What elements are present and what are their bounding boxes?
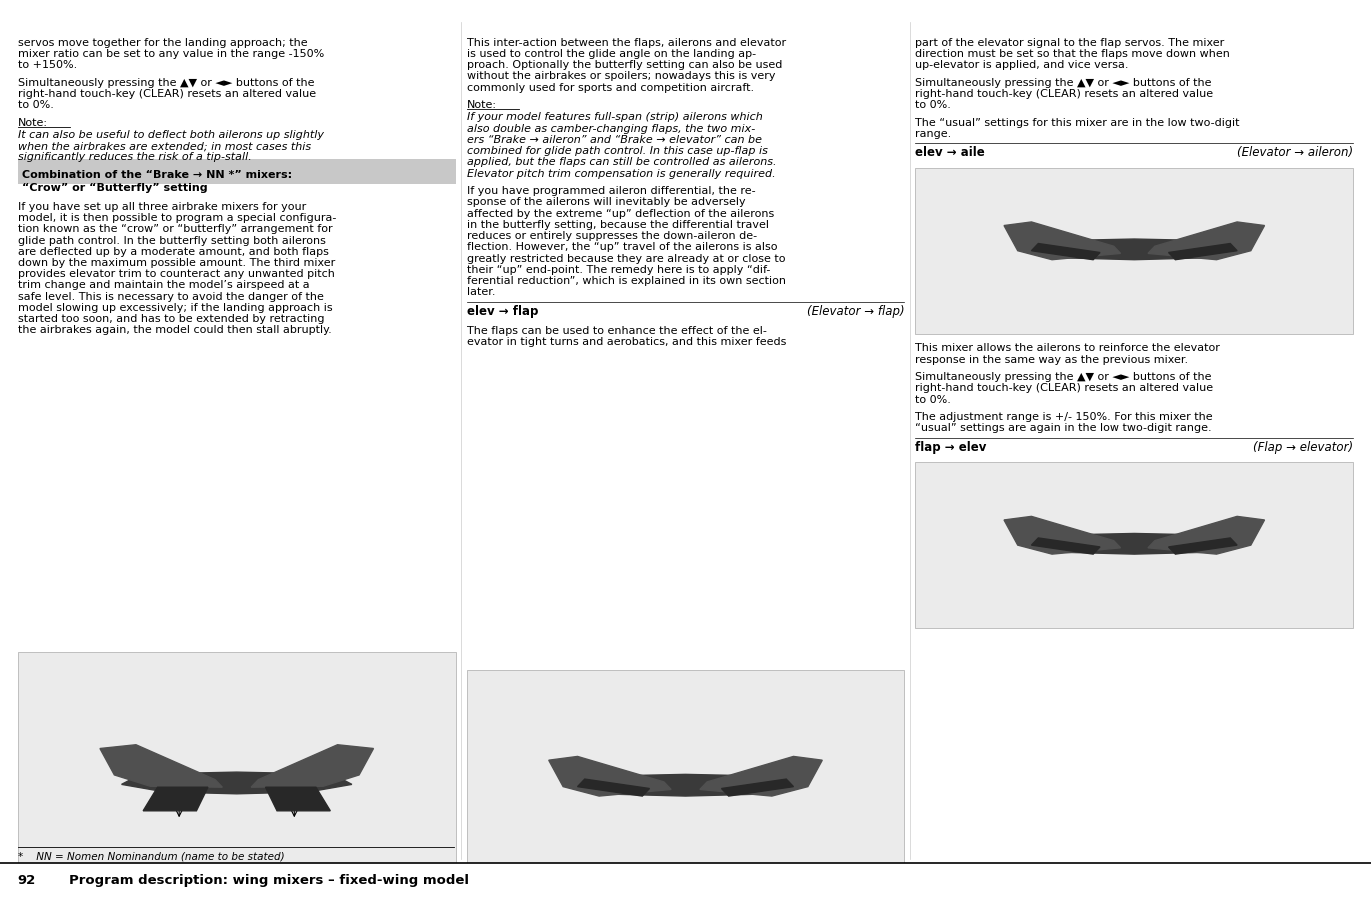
Text: If your model features full-span (strip) ailerons which: If your model features full-span (strip)… [466,112,762,122]
Polygon shape [1168,244,1237,260]
Polygon shape [100,744,222,788]
Polygon shape [1024,239,1243,260]
Text: Simultaneously pressing the ▲▼ or ◄► buttons of the: Simultaneously pressing the ▲▼ or ◄► but… [18,77,314,87]
Text: This mixer allows the ailerons to reinforce the elevator: This mixer allows the ailerons to reinfo… [916,343,1220,353]
Bar [916,462,1353,628]
Text: This inter-action between the flaps, ailerons and elevator: This inter-action between the flaps, ail… [466,38,786,48]
Text: range.: range. [916,129,951,138]
Text: in the butterfly setting, because the differential travel: in the butterfly setting, because the di… [466,219,769,230]
Text: ferential reduction”, which is explained in its own section: ferential reduction”, which is explained… [466,276,786,286]
Text: to 0%.: to 0%. [18,100,53,110]
Text: The flaps can be used to enhance the effect of the el-: The flaps can be used to enhance the eff… [466,326,766,336]
Text: to 0%.: to 0%. [916,395,951,405]
Text: Simultaneously pressing the ▲▼ or ◄► buttons of the: Simultaneously pressing the ▲▼ or ◄► but… [916,77,1212,87]
Text: combined for glide path control. In this case up-flap is: combined for glide path control. In this… [466,147,768,156]
Bar [18,652,455,899]
Text: (Flap → elevator): (Flap → elevator) [1253,441,1353,454]
Text: sponse of the ailerons will inevitably be adversely: sponse of the ailerons will inevitably b… [466,197,746,208]
Text: significantly reduces the risk of a tip-stall.: significantly reduces the risk of a tip-… [18,152,251,163]
Bar [916,167,1353,334]
Text: response in the same way as the previous mixer.: response in the same way as the previous… [916,354,1189,365]
Polygon shape [143,788,208,811]
Polygon shape [1031,244,1100,260]
Text: reduces or entirely suppresses the down-aileron de-: reduces or entirely suppresses the down-… [466,231,757,241]
Text: up-elevator is applied, and vice versa.: up-elevator is applied, and vice versa. [916,60,1128,70]
Polygon shape [721,779,794,797]
Polygon shape [1168,538,1237,554]
Bar [466,670,905,899]
Text: trim change and maintain the model’s airspeed at a: trim change and maintain the model’s air… [18,280,310,290]
Text: tion known as the “crow” or “butterfly” arrangement for: tion known as the “crow” or “butterfly” … [18,224,332,235]
Text: without the airbrakes or spoilers; nowadays this is very: without the airbrakes or spoilers; nowad… [466,71,775,82]
Polygon shape [1148,516,1264,554]
Text: mixer ratio can be set to any value in the range -150%: mixer ratio can be set to any value in t… [18,49,324,59]
Polygon shape [699,756,823,797]
Text: elev → aile: elev → aile [916,147,986,159]
Text: (Elevator → aileron): (Elevator → aileron) [1237,147,1353,159]
Text: model slowing up excessively; if the landing approach is: model slowing up excessively; if the lan… [18,303,332,313]
Text: *    NN = Nomen Nominandum (name to be stated): * NN = Nomen Nominandum (name to be stat… [18,851,284,861]
Text: servos move together for the landing approach; the: servos move together for the landing app… [18,38,307,48]
Text: Combination of the “Brake → NN *” mixers:: Combination of the “Brake → NN *” mixers… [22,170,292,180]
Text: Note:: Note: [466,100,496,110]
Polygon shape [548,756,672,797]
Text: Simultaneously pressing the ▲▼ or ◄► buttons of the: Simultaneously pressing the ▲▼ or ◄► but… [916,372,1212,382]
Text: Program description: wing mixers – fixed-wing model: Program description: wing mixers – fixed… [69,874,469,886]
Text: The “usual” settings for this mixer are in the low two-digit: The “usual” settings for this mixer are … [916,118,1239,128]
Text: If you have programmed aileron differential, the re-: If you have programmed aileron different… [466,186,755,196]
Text: right-hand touch-key (CLEAR) resets an altered value: right-hand touch-key (CLEAR) resets an a… [18,89,315,99]
Text: evator in tight turns and aerobatics, and this mixer feeds: evator in tight turns and aerobatics, an… [466,337,786,347]
Text: down by the maximum possible amount. The third mixer: down by the maximum possible amount. The… [18,258,335,268]
Text: The adjustment range is +/- 150%. For this mixer the: The adjustment range is +/- 150%. For th… [916,412,1213,422]
Text: It can also be useful to deflect both ailerons up slightly: It can also be useful to deflect both ai… [18,129,324,140]
Text: “Crow” or “Butterfly” setting: “Crow” or “Butterfly” setting [22,182,207,192]
Text: model, it is then possible to program a special configura-: model, it is then possible to program a … [18,213,336,223]
Text: later.: later. [466,287,495,298]
Text: Note:: Note: [18,118,48,128]
Text: is used to control the glide angle on the landing ap-: is used to control the glide angle on th… [466,49,755,59]
Polygon shape [1148,222,1264,260]
Bar [18,158,455,184]
Polygon shape [122,772,352,794]
Text: right-hand touch-key (CLEAR) resets an altered value: right-hand touch-key (CLEAR) resets an a… [916,89,1213,99]
Text: started too soon, and has to be extended by retracting: started too soon, and has to be extended… [18,314,325,325]
Text: flection. However, the “up” travel of the ailerons is also: flection. However, the “up” travel of th… [466,242,777,253]
Polygon shape [251,744,373,788]
Text: also double as camber-changing flaps, the two mix-: also double as camber-changing flaps, th… [466,124,755,134]
Text: If you have set up all three airbrake mixers for your: If you have set up all three airbrake mi… [18,201,306,212]
Polygon shape [266,788,330,811]
Text: Elevator pitch trim compensation is generally required.: Elevator pitch trim compensation is gene… [466,169,775,179]
Text: direction must be set so that the flaps move down when: direction must be set so that the flaps … [916,49,1230,59]
Text: elev → flap: elev → flap [466,305,537,317]
Text: to +150%.: to +150%. [18,60,77,70]
Text: are deflected up by a moderate amount, and both flaps: are deflected up by a moderate amount, a… [18,246,329,257]
Polygon shape [570,774,801,797]
Text: part of the elevator signal to the flap servos. The mixer: part of the elevator signal to the flap … [916,38,1224,48]
Text: ers “Brake → aileron” and “Brake → elevator” can be: ers “Brake → aileron” and “Brake → eleva… [466,135,762,145]
Polygon shape [577,779,650,797]
Text: affected by the extreme “up” deflection of the ailerons: affected by the extreme “up” deflection … [466,209,773,218]
Text: (Elevator → flap): (Elevator → flap) [806,305,905,317]
Text: safe level. This is necessary to avoid the danger of the: safe level. This is necessary to avoid t… [18,291,324,302]
Text: when the airbrakes are extended; in most cases this: when the airbrakes are extended; in most… [18,141,311,151]
Text: greatly restricted because they are already at or close to: greatly restricted because they are alre… [466,254,786,263]
Text: flap → elev: flap → elev [916,441,987,454]
Text: proach. Optionally the butterfly setting can also be used: proach. Optionally the butterfly setting… [466,60,781,70]
Text: 92: 92 [18,874,36,886]
Text: glide path control. In the butterfly setting both ailerons: glide path control. In the butterfly set… [18,236,326,245]
Polygon shape [1031,538,1100,554]
Text: commonly used for sports and competition aircraft.: commonly used for sports and competition… [466,83,754,93]
Text: applied, but the flaps can still be controlled as ailerons.: applied, but the flaps can still be cont… [466,157,776,167]
Polygon shape [1024,533,1243,554]
Text: provides elevator trim to counteract any unwanted pitch: provides elevator trim to counteract any… [18,269,335,280]
Text: their “up” end-point. The remedy here is to apply “dif-: their “up” end-point. The remedy here is… [466,264,771,275]
Polygon shape [1004,222,1120,260]
Bar [0,863,1371,899]
Text: right-hand touch-key (CLEAR) resets an altered value: right-hand touch-key (CLEAR) resets an a… [916,383,1213,393]
Polygon shape [1004,516,1120,554]
Text: to 0%.: to 0%. [916,100,951,110]
Text: “usual” settings are again in the low two-digit range.: “usual” settings are again in the low tw… [916,423,1212,433]
Text: the airbrakes again, the model could then stall abruptly.: the airbrakes again, the model could the… [18,325,332,335]
